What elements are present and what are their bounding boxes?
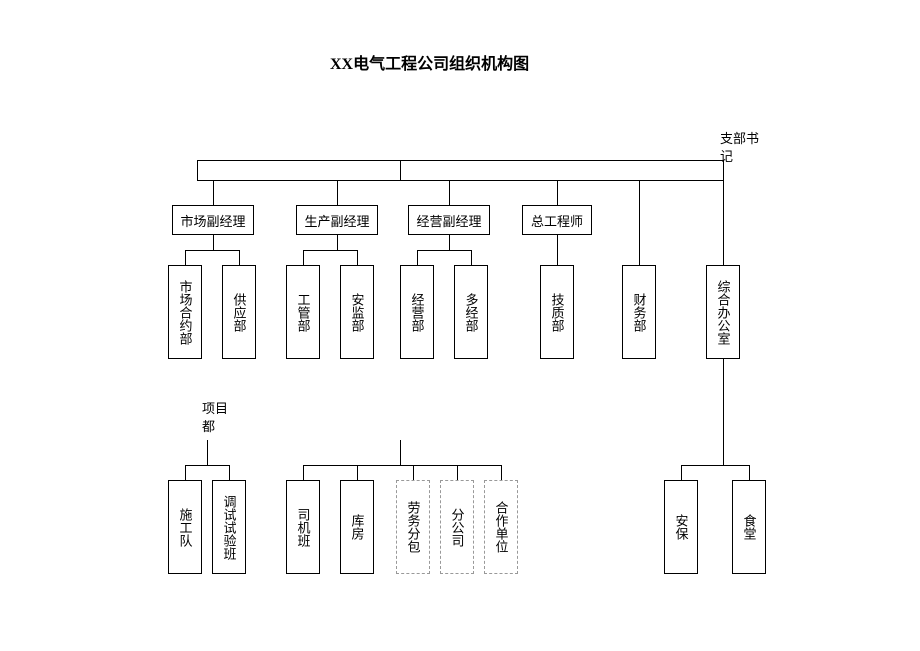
connector-h (303, 465, 501, 466)
connector-v (417, 250, 418, 265)
connector-v (557, 235, 558, 265)
connector-v (449, 180, 450, 205)
connector-v (357, 465, 358, 480)
node-d5: 经营部 (400, 265, 434, 359)
connector-h (681, 465, 749, 466)
node-r1: 安保 (664, 480, 698, 574)
connector-v (185, 465, 186, 480)
connector-v (213, 235, 214, 250)
connector-v (337, 180, 338, 205)
connector-v (501, 465, 502, 480)
node-d3: 工管部 (286, 265, 320, 359)
label-party: 支部书 记 (720, 130, 759, 166)
connector-v (471, 250, 472, 265)
label-proj: 项目 都 (202, 400, 228, 436)
node-d7: 技质部 (540, 265, 574, 359)
node-m3: 经营副经理 (408, 205, 490, 235)
connector-v (303, 465, 304, 480)
connector-v (207, 440, 208, 465)
node-r2: 食堂 (732, 480, 766, 574)
connector-v (681, 465, 682, 480)
node-m1: 市场副经理 (172, 205, 254, 235)
node-m4: 总工程师 (522, 205, 592, 235)
connector-h (185, 465, 229, 466)
connector-v (357, 250, 358, 265)
node-d6: 多经部 (454, 265, 488, 359)
node-d4: 安监部 (340, 265, 374, 359)
connector-v (449, 235, 450, 250)
node-l1: 施工队 (168, 480, 202, 574)
connector-v (749, 465, 750, 480)
connector-v (213, 180, 214, 205)
connector-h (417, 250, 471, 251)
node-l7: 合作单位 (484, 480, 518, 574)
connector-v (185, 250, 186, 265)
connector-h (197, 160, 723, 161)
connector-v (337, 235, 338, 250)
connector-v (229, 465, 230, 480)
node-l2: 调试试验班 (212, 480, 246, 574)
node-l6: 分公司 (440, 480, 474, 574)
org-chart: XX电气工程公司组织机构图 市场副经理 生产副经理经营副经理 总工程师市场合约部供应… (0, 0, 920, 651)
connector-v (400, 160, 401, 180)
connector-v (303, 250, 304, 265)
node-l3: 司机班 (286, 480, 320, 574)
connector-v (723, 359, 724, 465)
node-l5: 劳务分包 (396, 480, 430, 574)
connector-h (185, 250, 239, 251)
node-m2: 生产副经理 (296, 205, 378, 235)
node-l4: 库房 (340, 480, 374, 574)
connector-v (400, 440, 401, 465)
chart-title: XX电气工程公司组织机构图 (330, 50, 529, 74)
node-d9: 综合办公室 (706, 265, 740, 359)
connector-v (639, 180, 640, 265)
connector-v (197, 160, 198, 180)
connector-h (303, 250, 357, 251)
connector-v (239, 250, 240, 265)
connector-v (723, 165, 724, 265)
node-d8: 财务部 (622, 265, 656, 359)
connector-v (413, 465, 414, 480)
connector-v (457, 465, 458, 480)
connector-h (197, 180, 723, 181)
node-d2: 供应部 (222, 265, 256, 359)
node-d1: 市场合约部 (168, 265, 202, 359)
connector-v (557, 180, 558, 205)
